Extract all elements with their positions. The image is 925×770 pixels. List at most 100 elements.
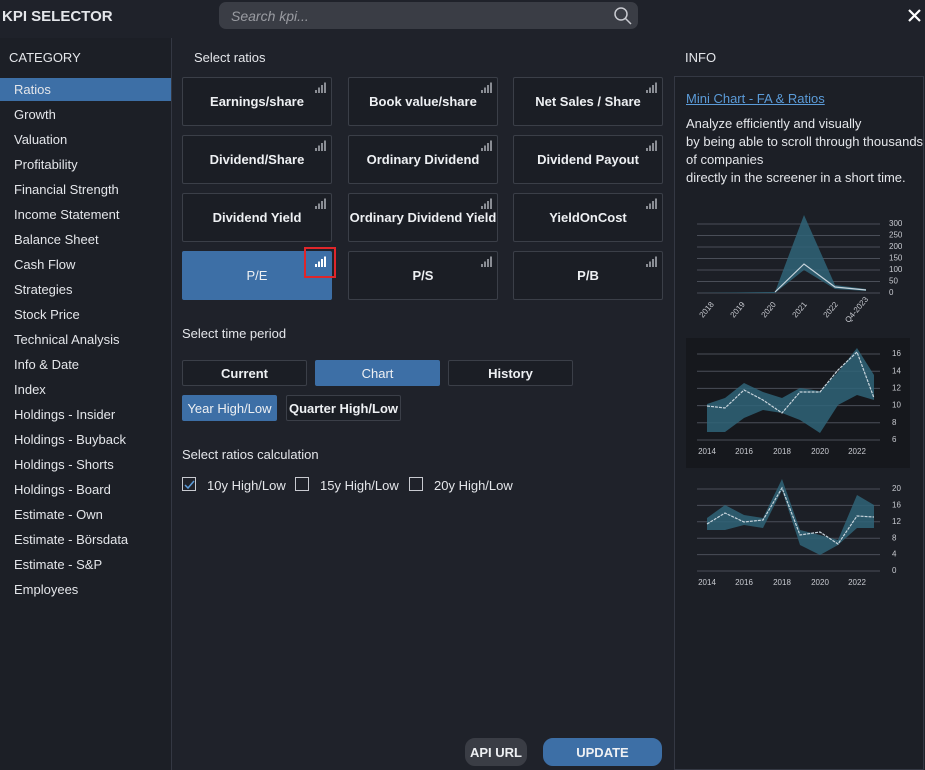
icon-bar (652, 143, 654, 151)
chart-icon[interactable] (646, 256, 658, 267)
category-panel (0, 38, 172, 770)
x-tick-label: 2022 (848, 578, 866, 587)
y-tick-label: 20 (892, 484, 901, 493)
info-text: of companies (686, 152, 764, 167)
ratio-button[interactable]: P/S (348, 251, 498, 300)
x-tick-label: 2022 (848, 447, 866, 456)
category-item[interactable]: Holdings - Board (14, 482, 111, 497)
ratio-label: Ordinary Dividend Yield (349, 210, 497, 225)
ratio-label: Dividend Yield (212, 210, 302, 225)
chart-icon[interactable] (481, 82, 493, 93)
info-text: by being able to scroll through thousand… (686, 134, 924, 149)
ratio-label: Book value/share (369, 94, 477, 109)
category-item[interactable]: Technical Analysis (14, 332, 120, 347)
ratio-button[interactable]: Ordinary Dividend Yield (348, 193, 498, 242)
checkbox[interactable] (182, 477, 196, 491)
y-tick-label: 50 (889, 277, 898, 286)
icon-bar (324, 82, 326, 93)
ratio-label: YieldOnCost (549, 210, 627, 225)
category-item[interactable]: Stock Price (14, 307, 80, 322)
update-button[interactable]: UPDATE (543, 738, 662, 766)
y-tick-label: 250 (889, 231, 903, 240)
chart-icon[interactable] (481, 198, 493, 209)
chart-icon[interactable] (646, 198, 658, 209)
range-button[interactable]: Quarter High/Low (286, 395, 401, 421)
chart-icon[interactable] (315, 82, 327, 93)
chart-icon[interactable] (646, 82, 658, 93)
icon-bar (649, 87, 651, 93)
y-tick-label: 12 (892, 384, 901, 393)
time-button[interactable]: Chart (315, 360, 440, 386)
time-button[interactable]: History (448, 360, 573, 386)
ratio-button[interactable]: Dividend Yield (182, 193, 332, 242)
category-item[interactable]: Holdings - Insider (14, 407, 116, 422)
icon-bar (315, 206, 317, 209)
ratio-button[interactable]: Book value/share (348, 77, 498, 126)
icon-bar (324, 140, 326, 151)
ratio-button[interactable]: Earnings/share (182, 77, 332, 126)
chart-icon[interactable] (315, 140, 327, 151)
chart-icon[interactable] (481, 140, 493, 151)
category-item[interactable]: Strategies (14, 282, 73, 297)
category-item[interactable]: Growth (14, 107, 56, 122)
close-button[interactable] (908, 9, 921, 22)
category-item[interactable]: Estimate - Own (14, 507, 103, 522)
category-item[interactable]: Financial Strength (14, 182, 119, 197)
y-tick-label: 14 (892, 366, 901, 375)
chart-icon[interactable] (315, 198, 327, 209)
icon-bar (490, 82, 492, 93)
chart-icon[interactable] (646, 140, 658, 151)
x-tick-label: 2018 (773, 578, 791, 587)
category-item[interactable]: Income Statement (14, 207, 120, 222)
search-box[interactable]: Search kpi... (219, 2, 638, 29)
category-item[interactable]: Employees (14, 582, 79, 597)
search-placeholder: Search kpi... (231, 8, 309, 24)
api-url-button[interactable]: API URL (465, 738, 527, 766)
icon-bar (652, 201, 654, 209)
time-button[interactable]: Current (182, 360, 307, 386)
x-tick-label: 2022 (822, 300, 841, 320)
icon-bar (646, 206, 648, 209)
icon-bar (315, 264, 317, 267)
category-item[interactable]: Balance Sheet (14, 232, 99, 247)
category-item[interactable]: Holdings - Shorts (14, 457, 114, 472)
x-tick-label: 2020 (811, 447, 829, 456)
y-tick-label: 8 (892, 418, 897, 427)
ratio-button[interactable]: Dividend Payout (513, 135, 663, 184)
icon-bar (324, 198, 326, 209)
icon-bar (484, 203, 486, 209)
category-item[interactable]: Cash Flow (14, 257, 76, 272)
category-item[interactable]: Estimate - Börsdata (14, 532, 129, 547)
x-tick-label: 2019 (729, 300, 748, 320)
info-link[interactable]: Mini Chart - FA & Ratios (686, 91, 825, 106)
category-item[interactable]: Profitability (14, 157, 78, 172)
icon-bar (652, 85, 654, 93)
icon-bar (655, 140, 657, 151)
ratio-label: Ordinary Dividend (366, 152, 480, 167)
range-area (697, 215, 866, 293)
category-item[interactable]: Valuation (14, 132, 68, 147)
ratio-button[interactable]: Dividend/Share (182, 135, 332, 184)
category-item[interactable]: Ratios (0, 78, 171, 101)
icon-bar (315, 148, 317, 151)
ratio-button[interactable]: Net Sales / Share (513, 77, 663, 126)
ratio-button[interactable]: Ordinary Dividend (348, 135, 498, 184)
checkbox[interactable] (409, 477, 423, 491)
category-item[interactable]: Info & Date (14, 357, 80, 372)
ratio-button[interactable]: P/E (182, 251, 332, 300)
ratio-button[interactable]: YieldOnCost (513, 193, 663, 242)
y-tick-label: 0 (892, 566, 897, 575)
category-item[interactable]: Index (14, 382, 46, 397)
category-item[interactable]: Estimate - S&P (14, 557, 103, 572)
checkbox[interactable] (295, 477, 309, 491)
chart-icon[interactable] (315, 256, 327, 267)
icon-bar (487, 143, 489, 151)
x-tick-label: 2018 (698, 300, 717, 320)
y-tick-label: 300 (889, 219, 903, 228)
ratio-button[interactable]: P/B (513, 251, 663, 300)
category-item[interactable]: Holdings - Buyback (14, 432, 126, 447)
chart-icon[interactable] (481, 256, 493, 267)
range-button[interactable]: Year High/Low (182, 395, 277, 421)
